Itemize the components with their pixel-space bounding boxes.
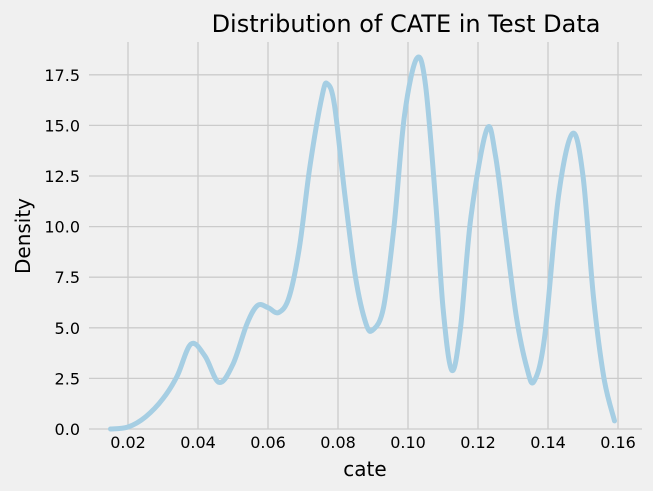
- y-tick-label: 12.5: [44, 167, 80, 186]
- y-tick-label: 7.5: [55, 268, 80, 287]
- x-tick-label: 0.16: [600, 433, 636, 452]
- x-axis-label: cate: [343, 457, 386, 481]
- y-tick-label: 0.0: [55, 420, 80, 439]
- x-tick-label: 0.04: [180, 433, 216, 452]
- x-tick-label: 0.08: [320, 433, 356, 452]
- x-tick-label: 0.10: [390, 433, 426, 452]
- kde-curve: [108, 54, 617, 432]
- y-tick-label: 2.5: [55, 369, 80, 388]
- y-tick-label: 10.0: [44, 218, 80, 237]
- x-tick-label: 0.02: [110, 433, 146, 452]
- x-tick-label: 0.12: [460, 433, 496, 452]
- y-tick-label: 15.0: [44, 116, 80, 135]
- y-tick-label: 17.5: [44, 66, 80, 85]
- y-tick-labels: 0.0 2.5 5.0 7.5 10.0 12.5 15.0 17.5: [44, 66, 80, 439]
- x-tick-label: 0.06: [250, 433, 286, 452]
- chart-title: Distribution of CATE in Test Data: [212, 10, 601, 38]
- x-tick-labels: 0.02 0.04 0.06 0.08 0.10 0.12 0.14 0.16: [110, 433, 636, 452]
- x-gridlines: [127, 42, 619, 429]
- y-axis-label: Density: [11, 198, 35, 274]
- y-tick-label: 5.0: [55, 319, 80, 338]
- x-tick-label: 0.14: [530, 433, 566, 452]
